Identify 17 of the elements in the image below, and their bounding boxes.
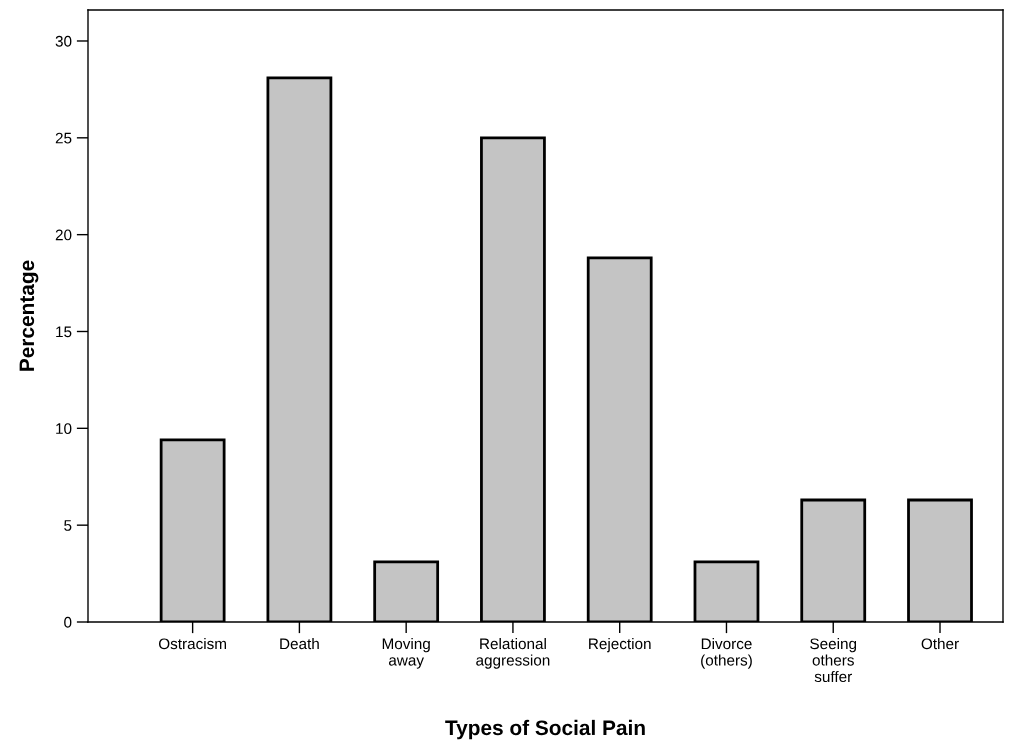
- y-tick-label: 0: [64, 616, 72, 628]
- y-tick-label: 25: [55, 132, 72, 144]
- x-tick-label: Ostracism: [158, 637, 226, 650]
- y-axis-title: Percentage: [19, 260, 39, 371]
- x-axis-title: Types of Social Pain: [445, 719, 645, 740]
- x-tick-label: Seeing others suffer: [810, 637, 857, 683]
- y-tick-label: 20: [55, 229, 72, 241]
- y-tick-label: 5: [64, 520, 72, 531]
- x-tick-label: Other: [921, 637, 959, 650]
- x-tick-label: Death: [280, 637, 319, 650]
- x-tick-label: Rejection: [589, 637, 651, 653]
- y-tick-label: 10: [56, 423, 72, 435]
- y-tick-label: 30: [55, 35, 72, 47]
- x-tick-label: Divorce (others): [701, 637, 752, 669]
- x-tick-label: Moving away: [382, 637, 430, 669]
- y-tick-label: 15: [56, 326, 72, 338]
- x-tick-label: Relational aggression: [476, 637, 550, 669]
